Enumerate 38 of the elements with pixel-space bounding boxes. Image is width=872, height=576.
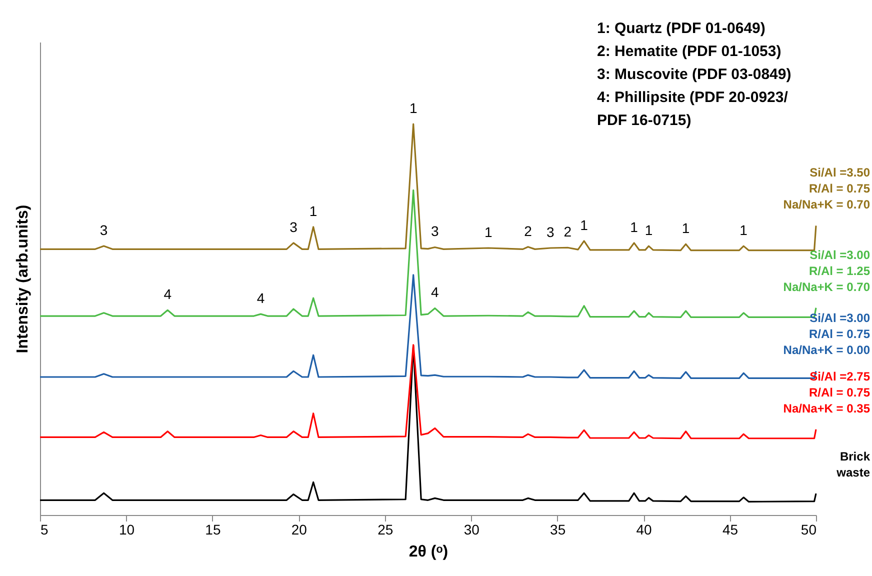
- annotation: 4: [431, 284, 439, 300]
- series-label: Si/Al =3.00 R/Al = 1.25 Na/Na+K = 0.70: [783, 248, 870, 294]
- annotation: 3: [100, 222, 108, 238]
- text: 1: Quartz (PDF 01-0649): [597, 20, 766, 37]
- annotation: 1: [682, 220, 690, 236]
- annotation: 1: [644, 222, 653, 238]
- annotation: 1: [409, 100, 418, 116]
- annotation: 4: [256, 290, 265, 306]
- x-tick-label: 10: [118, 522, 135, 538]
- annotation: 4: [164, 286, 172, 302]
- x-tick-label: 5: [40, 522, 48, 538]
- x-tick-label: 40: [636, 522, 652, 538]
- x-tick-label: 20: [291, 522, 308, 538]
- x-tick-label: 35: [550, 522, 566, 538]
- annotation: 3: [546, 224, 555, 240]
- annotation: 4: Phillipsite (PDF 20-0923/ PDF 16-0715): [597, 89, 789, 129]
- series-label: Si/Al =3.00 R/Al = 0.75 Na/Na+K = 0.00: [783, 311, 870, 358]
- x-tick-label: 25: [378, 522, 394, 538]
- annotation: 1: [309, 202, 318, 219]
- annotation: 3: [290, 218, 298, 235]
- y-axis-title: Intensity (arb.units): [14, 204, 32, 354]
- x-tick-label: 50: [800, 522, 817, 538]
- x-axis-title: 2θ (ᵒ): [408, 544, 448, 560]
- x-tick-label: 30: [464, 522, 480, 538]
- x-tick-label: 45: [722, 522, 738, 538]
- text: Brick waste: [836, 450, 870, 480]
- annotation: 1: [484, 224, 492, 240]
- annotation: 1: [630, 218, 638, 235]
- series-label: Si/Al =2.75 R/Al = 0.75 Na/Na+K = 0.35: [783, 369, 870, 416]
- annotation: 1: [580, 216, 588, 233]
- annotation: 1: [740, 222, 748, 238]
- annotation: 2: [524, 222, 532, 239]
- x-tick-label: 15: [205, 522, 221, 538]
- text: Si/Al =3.50 R/Al = 0.75 Na/Na+K = 0.70: [783, 166, 870, 212]
- text: 3: Muscovite (PDF 03-0849): [597, 66, 792, 83]
- annotation: 2: [564, 224, 572, 240]
- annotation: 3: [431, 223, 439, 240]
- text: 2: Hematite (PDF 01-1053): [597, 43, 782, 60]
